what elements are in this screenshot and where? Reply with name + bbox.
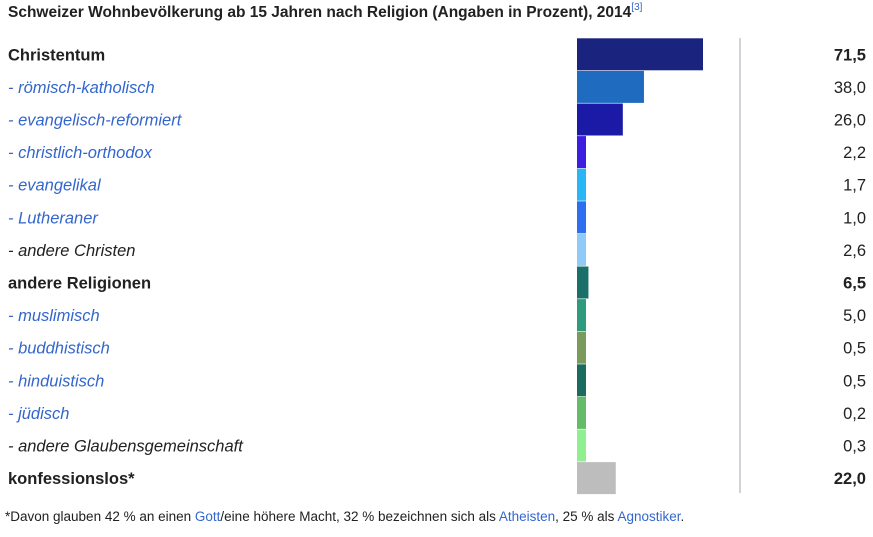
value-label: 6,5 xyxy=(843,275,866,293)
bar xyxy=(577,364,586,397)
value-label: 0,2 xyxy=(843,405,866,423)
value-label: 0,3 xyxy=(843,438,866,456)
footnote-text-3: , 25 % als xyxy=(555,509,618,524)
value-label: 2,6 xyxy=(843,242,866,260)
bar xyxy=(577,70,644,103)
value-label: 1,7 xyxy=(843,177,866,195)
bar xyxy=(577,103,623,136)
value-label: 2,2 xyxy=(843,144,866,162)
bars xyxy=(577,38,703,495)
reference-link[interactable]: [3] xyxy=(631,2,643,13)
category-label: - andere Christen xyxy=(8,242,135,260)
value-label: 0,5 xyxy=(843,340,866,358)
category-labels: Christentum - römisch-katholisch - evangel… xyxy=(8,46,244,488)
category-label[interactable]: - muslimisch xyxy=(8,307,100,325)
value-label: 0,5 xyxy=(843,372,866,390)
category-label: konfessionslos* xyxy=(8,470,135,488)
chart-title: Schweizer Wohnbevölkerung ab 15 Jahren n… xyxy=(8,2,643,22)
footnote-link-atheisten[interactable]: Atheisten xyxy=(498,509,556,524)
bar xyxy=(577,233,586,266)
footnote: *Davon glauben 42 % an einen Gott/eine h… xyxy=(5,509,684,524)
category-label[interactable]: - hinduistisch xyxy=(8,372,104,390)
footnote-text-2: /eine höhere Macht, 32 % bezeichnen sich… xyxy=(220,509,499,524)
value-label: 26,0 xyxy=(834,112,866,130)
footnote-text-4: . xyxy=(680,509,685,524)
category-label[interactable]: - jüdisch xyxy=(8,405,69,423)
footnote-link-agnostiker[interactable]: Agnostiker xyxy=(617,509,681,524)
category-label[interactable]: - evangelikal xyxy=(8,177,102,195)
category-label: - andere Glaubensgemeinschaft xyxy=(8,438,244,456)
bar xyxy=(577,299,586,332)
category-label[interactable]: - evangelisch-reformiert xyxy=(8,112,183,130)
category-label[interactable]: - christlich-orthodox xyxy=(8,144,153,162)
bar xyxy=(577,38,703,71)
bar xyxy=(577,201,586,234)
bar xyxy=(577,462,616,495)
value-label: 22,0 xyxy=(834,470,866,488)
footnote-link-gott[interactable]: Gott xyxy=(194,509,221,524)
category-label: Christentum xyxy=(8,46,105,64)
category-label[interactable]: - buddhistisch xyxy=(8,340,110,358)
category-label[interactable]: - römisch-katholisch xyxy=(8,79,155,97)
bar xyxy=(577,168,586,201)
bar xyxy=(577,136,586,169)
bar xyxy=(577,396,586,429)
bar xyxy=(577,331,586,364)
value-labels: 71,5 38,0 26,0 2,2 1,7 1,0 2,6 6,5 5,0 0,5 0,5 0,2 0… xyxy=(834,46,866,488)
value-label: 71,5 xyxy=(834,46,866,64)
bar xyxy=(577,429,586,462)
value-label: 5,0 xyxy=(843,307,866,325)
bar xyxy=(577,266,589,299)
category-label: andere Religionen xyxy=(8,275,151,293)
value-label: 38,0 xyxy=(834,79,866,97)
footnote-text-1: *Davon glauben 42 % an einen xyxy=(5,509,195,524)
chart-title-text: Schweizer Wohnbevölkerung ab 15 Jahren n… xyxy=(8,4,632,21)
category-label[interactable]: - Lutheraner xyxy=(8,209,99,227)
value-label: 1,0 xyxy=(843,209,866,227)
